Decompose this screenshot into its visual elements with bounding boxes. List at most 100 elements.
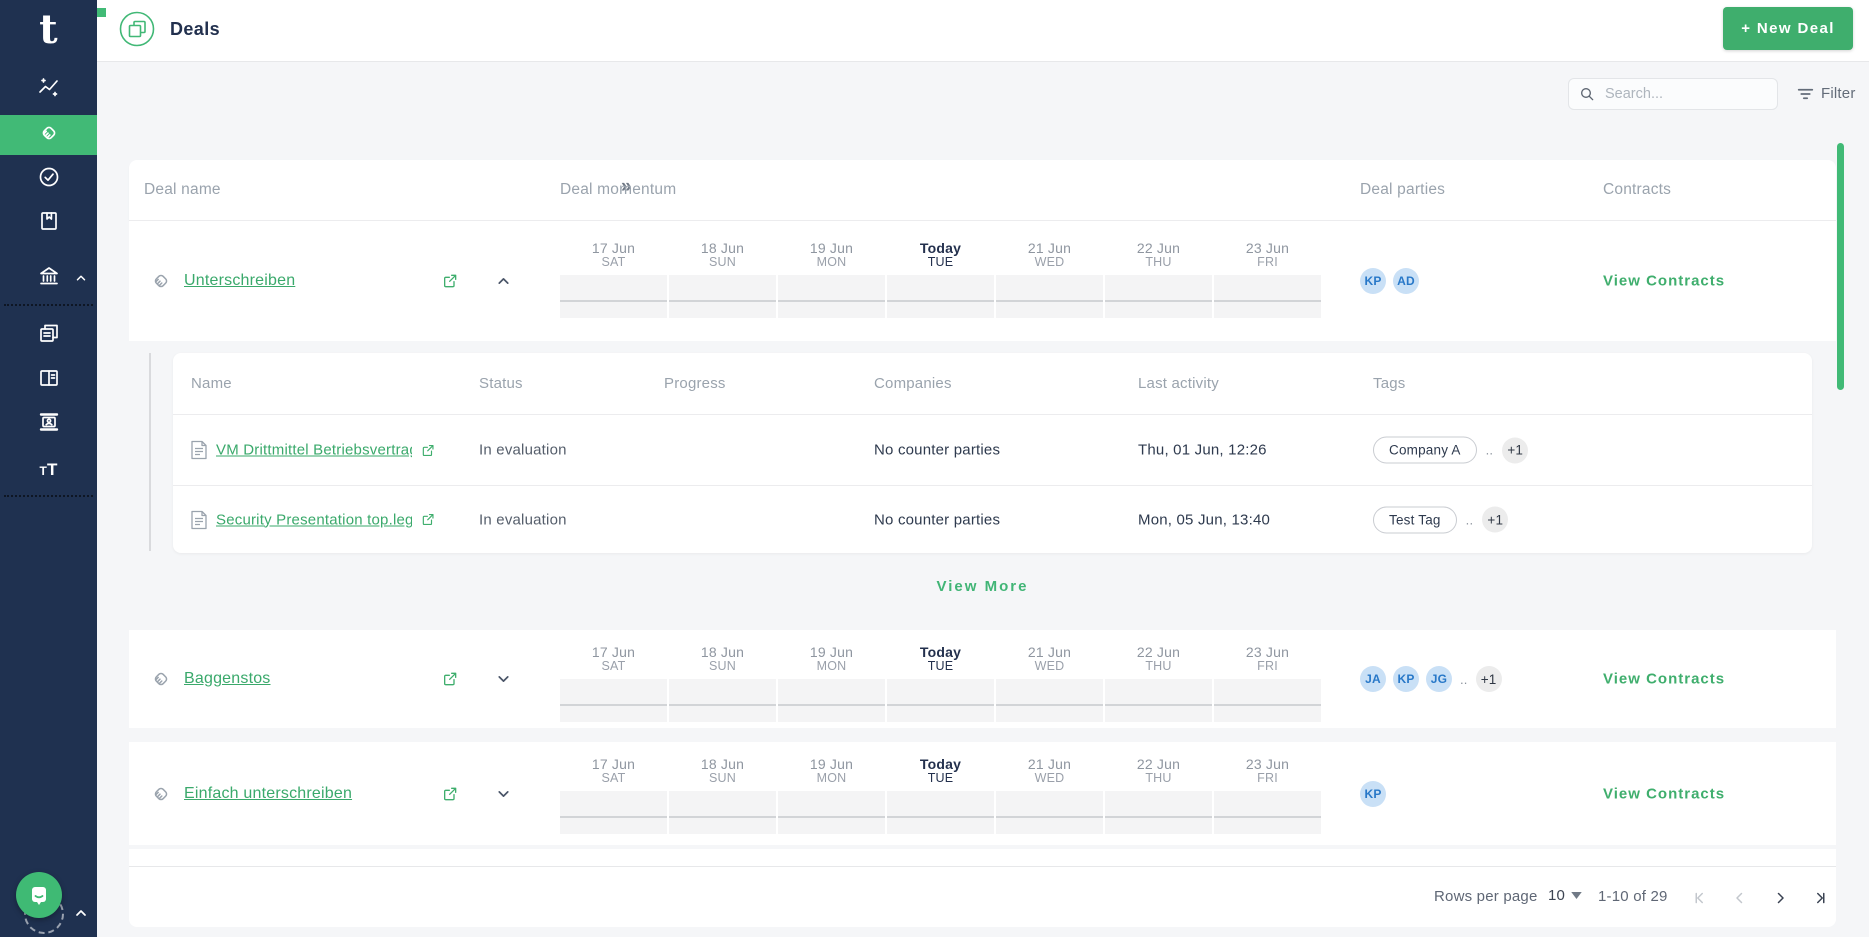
row-menu-kebab-icon[interactable] <box>1801 675 1809 683</box>
timeline-date: Today <box>919 756 962 772</box>
handshake-icon <box>149 269 173 293</box>
open-deal-external-link-icon[interactable] <box>442 671 458 687</box>
timeline-weekday: WED <box>1034 771 1065 785</box>
timeline-weekday: SUN <box>709 255 736 269</box>
subtable-header-row: Name Status Progress Companies Last acti… <box>173 353 1812 415</box>
sidebar-collapse-chevron-up-icon[interactable] <box>70 902 92 924</box>
timeline-cell <box>669 275 776 302</box>
timeline-cell <box>1105 706 1212 722</box>
timeline-day-column: 18 Jun SUN <box>669 644 776 722</box>
sidebar-item-library[interactable] <box>0 360 97 400</box>
deal-link[interactable]: Einfach unterschreiben <box>184 784 353 802</box>
open-deal-external-link-icon[interactable] <box>442 273 458 289</box>
new-deal-button[interactable]: + New Deal <box>1723 7 1853 50</box>
chat-launcher <box>10 872 90 934</box>
timeline-weekday: SAT <box>601 771 626 785</box>
open-contract-external-link-icon[interactable] <box>421 513 435 527</box>
partial-next-row <box>129 849 1836 867</box>
parties-overflow-badge[interactable]: +1 <box>1475 666 1502 692</box>
view-contracts-link[interactable]: View Contracts <box>1603 785 1726 802</box>
timeline-cell <box>1214 706 1321 722</box>
contract-menu-kebab-icon[interactable] <box>1753 516 1761 524</box>
sidebar-item-text-format[interactable]: TT <box>0 450 97 490</box>
sidebar-item-tasks[interactable] <box>0 159 97 199</box>
rows-per-page-select[interactable]: 10 <box>1548 887 1582 904</box>
view-contracts-link[interactable]: View Contracts <box>1603 670 1726 688</box>
row-gap <box>129 728 1836 742</box>
sidebar-item-templates[interactable] <box>0 203 97 243</box>
open-deal-external-link-icon[interactable] <box>442 786 458 802</box>
chevron-up-icon[interactable] <box>70 258 92 298</box>
table-header-row: Deal name » Deal momentum Deal parties C… <box>129 160 1836 221</box>
scrollbar-thumb[interactable] <box>1837 143 1844 390</box>
timeline-date: 18 Jun <box>700 756 745 772</box>
sidebar-item-organization[interactable] <box>0 258 97 298</box>
timeline-cell <box>669 791 776 818</box>
expand-row-chevron-down-icon[interactable] <box>495 671 512 688</box>
collapse-row-chevron-up-icon[interactable] <box>495 273 512 290</box>
contract-companies: No counter parties <box>874 441 1001 459</box>
tags-overflow-badge[interactable]: +1 <box>1502 437 1529 463</box>
timeline-cell <box>1214 791 1321 818</box>
timeline-cell <box>669 706 776 722</box>
prev-page-icon[interactable] <box>1725 883 1755 913</box>
timeline-day-column: Today TUE <box>887 756 994 834</box>
collapse-column-icon[interactable]: » <box>621 176 632 197</box>
last-page-icon[interactable] <box>1805 883 1835 913</box>
filter-lines-icon <box>1797 87 1814 101</box>
sidebar-item-analytics[interactable] <box>0 69 97 109</box>
timeline-date: 21 Jun <box>1027 644 1072 660</box>
sidebar-item-news[interactable] <box>0 315 97 355</box>
timeline-cell <box>887 302 994 318</box>
timeline-cell <box>778 818 885 834</box>
party-avatar: JA <box>1360 666 1386 692</box>
timeline-day-column: 18 Jun SUN <box>669 756 776 834</box>
timeline-cell <box>778 706 885 722</box>
view-contracts-link[interactable]: View Contracts <box>1603 272 1726 290</box>
timeline-cell <box>669 818 776 834</box>
row-menu-kebab-icon[interactable] <box>1801 790 1809 798</box>
subcolumn-companies: Companies <box>874 375 952 392</box>
open-contract-external-link-icon[interactable] <box>421 443 435 457</box>
expand-row-chevron-down-icon[interactable] <box>495 785 512 802</box>
contract-link[interactable]: Security Presentation top.legal <box>216 511 412 528</box>
layered-squares-icon <box>118 10 156 48</box>
tags-overflow-badge[interactable]: +1 <box>1482 506 1509 533</box>
expanded-contracts-panel: Name Status Progress Companies Last acti… <box>129 341 1836 630</box>
timeline-cell <box>778 275 885 302</box>
filter-button[interactable]: Filter <box>1797 85 1856 102</box>
search-input[interactable] <box>1603 85 1767 103</box>
handshake-icon <box>149 782 173 806</box>
deal-link[interactable]: Baggenstos <box>184 670 271 687</box>
row-menu-kebab-icon[interactable] <box>1801 277 1809 285</box>
first-page-icon[interactable] <box>1685 883 1715 913</box>
sidebar-item-contacts[interactable] <box>0 404 97 444</box>
chat-bubble-icon[interactable] <box>16 872 62 918</box>
timeline-cell <box>778 302 885 318</box>
column-deal-momentum: Deal momentum <box>560 181 677 198</box>
timeline-day-column: 21 Jun WED <box>996 644 1103 722</box>
logo-letter: t <box>39 6 58 53</box>
top-header: Deals + New Deal <box>97 0 1869 62</box>
app-logo[interactable]: t <box>0 6 106 54</box>
deal-link[interactable]: Unterschreiben <box>184 272 296 289</box>
contracts-subtable: Name Status Progress Companies Last acti… <box>173 353 1812 553</box>
timeline-cell <box>1214 679 1321 706</box>
timeline-day-column: 17 Jun SAT <box>560 644 667 722</box>
timeline-cell <box>996 679 1103 706</box>
timeline-weekday: WED <box>1034 659 1065 673</box>
timeline-date: Today <box>919 644 962 660</box>
contract-last-activity: Mon, 05 Jun, 13:40 <box>1138 511 1271 528</box>
view-more-link[interactable]: View More <box>936 578 1029 595</box>
deal-row-einfach-unterschreiben: Einfach unterschreiben 17 Jun SAT <box>129 742 1836 845</box>
sidebar-item-deals[interactable] <box>0 115 97 155</box>
timeline-cell <box>778 679 885 706</box>
timeline-cell <box>996 818 1103 834</box>
contract-menu-kebab-icon[interactable] <box>1753 446 1761 454</box>
timeline-day-column: Today TUE <box>887 240 994 318</box>
subcolumn-last-activity: Last activity <box>1138 375 1219 392</box>
contract-link[interactable]: VM Drittmittel Betriebsvertrag ... <box>216 441 412 459</box>
timeline-weekday: SAT <box>601 659 626 673</box>
next-page-icon[interactable] <box>1765 883 1795 913</box>
